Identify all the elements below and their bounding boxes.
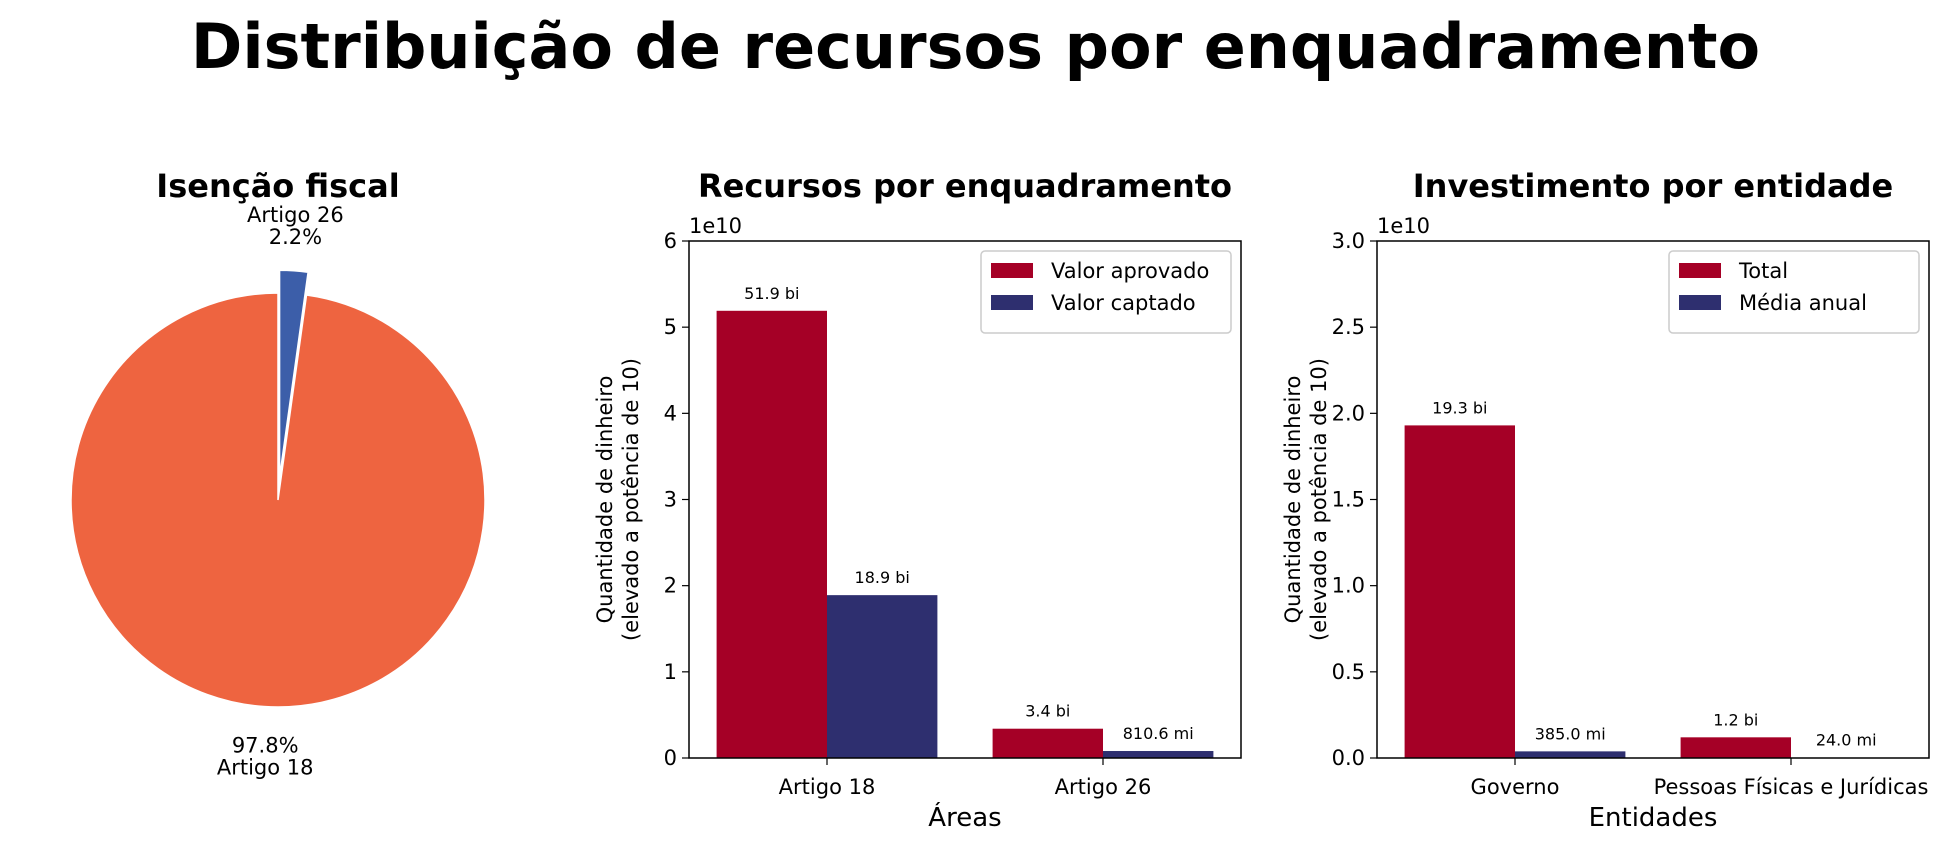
investimento-xlabel: Entidades: [1589, 803, 1718, 833]
investimento-ytick-label: 3.0: [1332, 229, 1365, 253]
pie-pct-label: 97.8%: [232, 733, 299, 757]
recursos-legend-swatch: [991, 263, 1033, 278]
pie-title: Isenção fiscal: [156, 167, 399, 205]
recursos-bar: [716, 310, 827, 758]
recursos-xtick-label: Artigo 26: [1055, 775, 1152, 799]
pie-label: Artigo 26: [247, 203, 344, 227]
investimento-xtick-label: Pessoas Físicas e Jurídicas: [1654, 775, 1929, 799]
investimento-ytick-label: 1.5: [1332, 488, 1365, 512]
recursos-legend-swatch: [991, 295, 1033, 310]
investimento-legend-swatch: [1679, 295, 1721, 310]
recursos-legend-label: Valor aprovado: [1051, 259, 1209, 283]
investimento-bar: [1404, 425, 1515, 758]
investimento-ytick-label: 1.0: [1332, 574, 1365, 598]
investimento-data-label: 385.0 mi: [1535, 724, 1606, 743]
investimento-ylabel: (elevado a potência de 10): [1307, 358, 1331, 641]
recursos-ylabel: (elevado a potência de 10): [619, 358, 643, 641]
recursos-ylabel: Quantidade de dinheiro: [593, 376, 617, 624]
recursos-ytick-label: 5: [664, 315, 677, 339]
recursos-offset-label: 1e10: [689, 214, 742, 238]
investimento-ytick-label: 2.0: [1332, 401, 1365, 425]
pie-chart: Isenção fiscal 97.8%Artigo 18 Artigo 262.2…: [70, 167, 486, 779]
investimento-title: Investimento por entidade: [1413, 167, 1893, 205]
recursos-data-label: 810.6 mi: [1123, 724, 1194, 743]
pie-slice-artigo-18: [70, 292, 486, 708]
bar-chart-recursos: Recursos por enquadramento 1e10 0 1 2 3 4 5 6 Qua…: [593, 167, 1242, 833]
recursos-ytick-label: 4: [664, 401, 677, 425]
investimento-offset-label: 1e10: [1377, 214, 1430, 238]
investimento-bar: [1680, 737, 1791, 758]
recursos-ytick-label: 3: [664, 488, 677, 512]
recursos-data-label: 51.9 bi: [744, 284, 799, 303]
pie-label: Artigo 18: [217, 755, 314, 779]
pie-slice-artigo-26: [278, 269, 309, 478]
page-title: Distribuição de recursos por enquadramen…: [190, 10, 1761, 83]
recursos-title: Recursos por enquadramento: [698, 167, 1232, 205]
recursos-axes-frame: [688, 240, 1242, 759]
pie-pct-label: 2.2%: [269, 225, 322, 249]
investimento-axes-frame: [1376, 240, 1930, 759]
recursos-legend-label: Valor captado: [1051, 291, 1196, 315]
investimento-legend-label: Média anual: [1739, 291, 1867, 315]
recursos-data-label: 18.9 bi: [855, 568, 910, 587]
recursos-legend: [980, 250, 1232, 334]
investimento-data-label: 24.0 mi: [1816, 731, 1877, 750]
investimento-xtick-label: Governo: [1471, 775, 1560, 799]
investimento-ytick-label: 2.5: [1332, 315, 1365, 339]
recursos-xlabel: Áreas: [928, 801, 1001, 833]
investimento-data-label: 1.2 bi: [1713, 710, 1758, 729]
recursos-ytick-label: 2: [664, 574, 677, 598]
recursos-bar: [1103, 751, 1214, 758]
recursos-bar: [827, 595, 938, 758]
investimento-ylabel: Quantidade de dinheiro: [1281, 376, 1305, 624]
bar-chart-investimento: Investimento por entidade 1e10 0.0 0.5 1.0 1.…: [1281, 167, 1930, 833]
investimento-legend-swatch: [1679, 263, 1721, 278]
investimento-ytick-label: 0.0: [1332, 746, 1365, 770]
recursos-bar: [992, 728, 1103, 758]
recursos-ytick-label: 6: [664, 229, 677, 253]
recursos-ytick-label: 1: [664, 660, 677, 684]
recursos-data-label: 3.4 bi: [1025, 702, 1070, 721]
recursos-ytick-label: 0: [664, 746, 677, 770]
investimento-ytick-label: 0.5: [1332, 660, 1365, 684]
investimento-legend-label: Total: [1738, 259, 1788, 283]
investimento-data-label: 19.3 bi: [1432, 398, 1487, 417]
investimento-legend: [1668, 250, 1920, 334]
investimento-bar: [1515, 751, 1626, 758]
recursos-xtick-label: Artigo 18: [779, 775, 876, 799]
